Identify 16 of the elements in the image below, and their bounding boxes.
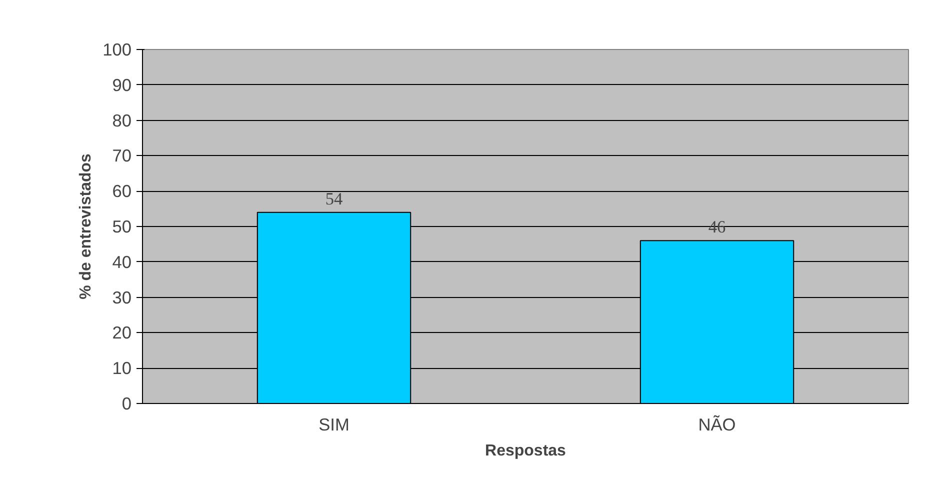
x-tick-label: NÃO: [698, 414, 736, 434]
y-tick-label: 0: [122, 394, 132, 414]
y-tick-label: 20: [112, 322, 132, 343]
y-tick-label: 100: [102, 40, 132, 60]
x-axis-title: Respostas: [485, 442, 566, 460]
y-tick-label: 50: [112, 216, 132, 236]
data-label: 54: [325, 189, 343, 208]
y-tick-label: 70: [112, 146, 132, 166]
y-tick-label: 90: [112, 74, 132, 95]
y-tick-label: 60: [112, 181, 132, 202]
y-tick-label: 30: [112, 287, 132, 308]
y-axis-title: % de entrevistados: [78, 153, 95, 300]
x-tick-label: SIM: [318, 414, 350, 434]
y-tick-label: 80: [112, 110, 132, 130]
y-tick-label: 10: [112, 358, 132, 378]
y-tick-label: 40: [112, 252, 132, 272]
